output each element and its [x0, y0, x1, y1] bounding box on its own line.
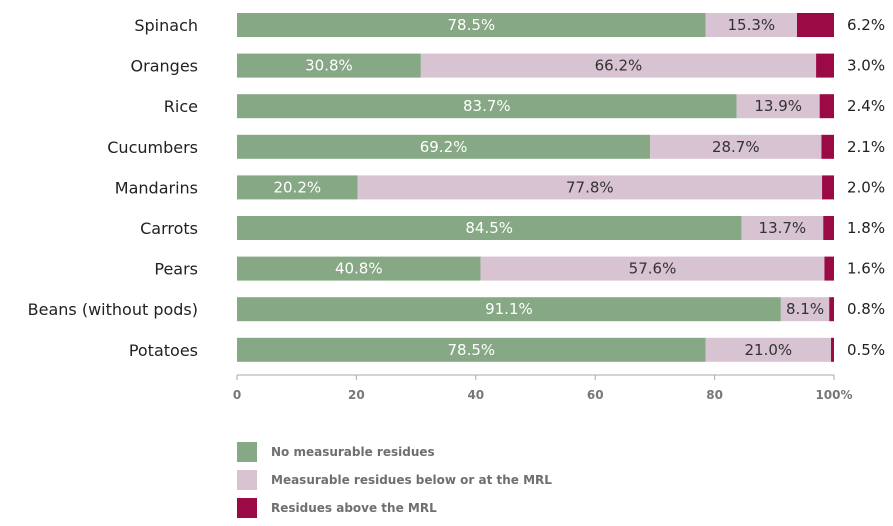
legend-swatch-below-mrl [237, 470, 257, 490]
bar-label-spinach-above-mrl: 6.2% [847, 16, 885, 34]
legend-label-above-mrl: Residues above the MRL [271, 501, 437, 515]
category-label-potatoes: Potatoes [129, 341, 198, 360]
bar-spinach-series-1 [705, 13, 797, 37]
bar-potatoes-series-2 [831, 337, 834, 362]
bar-potatoes-series-0 [237, 337, 706, 362]
bar-spinach-series-0 [237, 13, 706, 37]
bar-spinach-series-2 [796, 13, 834, 37]
bar-label-beans-without-pods-series-1: 8.1% [786, 300, 824, 318]
bar-beans-without-pods-series-2 [829, 297, 834, 322]
bar-label-carrots-series-1: 13.7% [759, 219, 807, 237]
bar-label-cucumbers-above-mrl: 2.1% [847, 138, 885, 156]
bar-label-potatoes-above-mrl: 0.5% [847, 341, 885, 359]
bar-label-potatoes-series-0: 78.5% [447, 341, 495, 359]
bar-rice-series-1 [736, 94, 820, 119]
bar-label-cucumbers-series-1: 28.7% [712, 138, 760, 156]
bar-pears-series-2 [824, 256, 834, 281]
x-tick-label-20: 20 [348, 388, 365, 400]
legend-label-no-residues: No measurable residues [271, 445, 435, 459]
category-label-spinach: Spinach [134, 16, 198, 35]
bar-label-rice-series-1: 13.9% [754, 97, 802, 115]
bar-label-oranges-above-mrl: 3.0% [847, 57, 885, 75]
bar-pears-series-1 [480, 256, 825, 281]
bar-beans-without-pods-series-1 [780, 297, 830, 322]
bar-oranges-series-1 [420, 53, 817, 78]
bar-label-rice-above-mrl: 2.4% [847, 97, 885, 115]
bar-label-beans-without-pods-series-0: 91.1% [485, 300, 533, 318]
bar-label-pears-above-mrl: 1.6% [847, 260, 885, 278]
bar-mandarins-series-2 [822, 175, 834, 200]
bar-label-spinach-series-1: 15.3% [727, 16, 775, 34]
bar-cucumbers-series-2 [821, 134, 834, 159]
bar-rice-series-2 [819, 94, 834, 119]
bar-label-beans-without-pods-above-mrl: 0.8% [847, 300, 885, 318]
bar-label-potatoes-series-1: 21.0% [745, 341, 793, 359]
legend: No measurable residues Measurable residu… [237, 442, 552, 526]
bar-oranges-series-2 [816, 53, 834, 78]
bar-label-oranges-series-0: 30.8% [305, 57, 353, 75]
category-label-cucumbers: Cucumbers [107, 138, 198, 157]
category-label-beans-without-pods: Beans (without pods) [28, 300, 198, 319]
bar-rice-series-0 [237, 94, 737, 119]
bar-label-rice-series-0: 83.7% [463, 97, 511, 115]
bar-label-spinach-series-0: 78.5% [447, 16, 495, 34]
category-label-mandarins: Mandarins [115, 178, 198, 197]
bar-label-mandarins-series-0: 20.2% [273, 178, 321, 196]
bar-pears-series-0 [237, 256, 481, 281]
bar-cucumbers-series-0 [237, 134, 651, 159]
bar-label-carrots-above-mrl: 1.8% [847, 219, 885, 237]
bar-carrots-series-2 [823, 216, 834, 240]
bar-cucumbers-series-1 [650, 134, 822, 159]
category-label-carrots: Carrots [140, 219, 198, 238]
legend-swatch-above-mrl [237, 498, 257, 518]
bar-beans-without-pods-series-0 [237, 297, 781, 322]
bar-label-pears-series-0: 40.8% [335, 260, 383, 278]
bar-oranges-series-0 [237, 53, 421, 78]
legend-item-below-mrl: Measurable residues below or at the MRL [237, 470, 552, 490]
x-tick-label-0: 0 [233, 388, 241, 400]
legend-item-no-residues: No measurable residues [237, 442, 552, 462]
legend-swatch-no-residues [237, 442, 257, 462]
bar-label-cucumbers-series-0: 69.2% [420, 138, 468, 156]
bar-potatoes-series-1 [705, 337, 832, 362]
bar-carrots-series-1 [741, 216, 824, 240]
category-label-pears: Pears [154, 260, 198, 279]
x-tick-label-60: 60 [587, 388, 604, 400]
x-tick-label-80: 80 [706, 388, 723, 400]
bar-label-oranges-series-1: 66.2% [595, 57, 643, 75]
x-tick-label-40: 40 [467, 388, 484, 400]
bar-carrots-series-0 [237, 216, 742, 240]
bar-label-mandarins-series-1: 77.8% [566, 178, 614, 196]
bar-mandarins-series-0 [237, 175, 358, 200]
legend-label-below-mrl: Measurable residues below or at the MRL [271, 473, 552, 487]
x-tick-label-100: 100% [815, 388, 852, 400]
bar-label-pears-series-1: 57.6% [629, 260, 677, 278]
legend-item-above-mrl: Residues above the MRL [237, 498, 552, 518]
stacked-bar-chart: 78.5% 15.3% 6.2% 30.8% 66.2% 3.0% 83.7% 13.9% 2.… [28, 13, 885, 400]
bar-label-carrots-series-0: 84.5% [465, 219, 513, 237]
bar-mandarins-series-1 [357, 175, 823, 200]
category-label-oranges: Oranges [131, 57, 198, 76]
category-label-rice: Rice [164, 97, 198, 116]
bar-label-mandarins-above-mrl: 2.0% [847, 178, 885, 196]
